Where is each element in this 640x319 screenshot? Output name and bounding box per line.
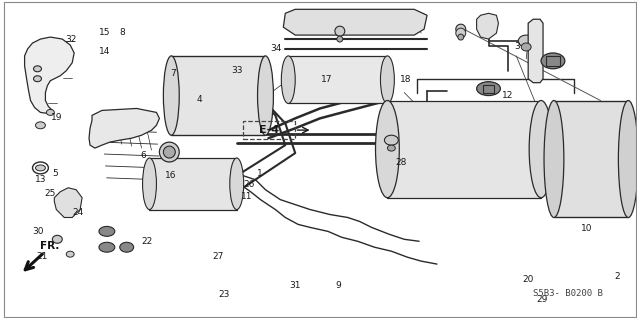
Bar [243,121,294,139]
Ellipse shape [33,66,42,72]
Bar [387,100,541,198]
Ellipse shape [159,142,179,162]
Ellipse shape [544,100,564,218]
Text: 22: 22 [142,237,153,246]
Text: 26: 26 [243,180,255,189]
Ellipse shape [52,235,62,243]
Text: 32: 32 [66,35,77,44]
Text: 8: 8 [119,28,125,37]
Ellipse shape [380,56,394,103]
Ellipse shape [99,226,115,236]
Bar [172,56,266,135]
Ellipse shape [376,100,399,198]
Text: 21: 21 [36,252,48,261]
Text: E-4: E-4 [259,125,278,135]
Ellipse shape [99,242,115,252]
Polygon shape [477,13,499,39]
Text: S5B3- B0200 B: S5B3- B0200 B [533,289,603,298]
Polygon shape [54,188,82,218]
Text: 4: 4 [196,95,202,104]
Text: 9: 9 [335,281,340,290]
Bar [554,100,628,218]
Text: 24: 24 [72,208,83,217]
Ellipse shape [387,145,396,151]
Text: 12: 12 [502,91,513,100]
Bar [546,56,560,66]
Text: 10: 10 [580,224,592,233]
Polygon shape [528,19,543,83]
Text: 23: 23 [218,290,229,299]
Ellipse shape [477,82,500,96]
Ellipse shape [458,34,464,40]
Polygon shape [89,108,159,148]
Ellipse shape [35,122,45,129]
Text: 19: 19 [51,113,63,122]
Ellipse shape [257,56,273,135]
Ellipse shape [33,76,42,82]
Ellipse shape [35,165,45,171]
Ellipse shape [518,35,534,47]
Text: 2: 2 [614,272,620,281]
Text: 34: 34 [270,44,281,53]
Text: 13: 13 [35,174,47,184]
Text: 17: 17 [321,75,332,84]
Ellipse shape [230,158,244,210]
Text: 7: 7 [170,69,176,78]
Ellipse shape [541,53,565,69]
Text: 29: 29 [536,295,548,304]
Ellipse shape [66,251,74,257]
Text: 33: 33 [232,66,243,75]
Polygon shape [24,37,74,114]
Bar [483,85,495,93]
Ellipse shape [282,56,295,103]
Ellipse shape [163,146,175,158]
Ellipse shape [456,24,466,34]
Ellipse shape [163,56,179,135]
Text: 28: 28 [396,158,407,167]
Text: 11: 11 [241,192,253,201]
Bar [288,56,387,103]
Text: 27: 27 [213,252,224,261]
Text: 15: 15 [99,28,110,37]
Text: 18: 18 [400,75,412,84]
Ellipse shape [47,109,54,115]
Ellipse shape [456,28,466,38]
Ellipse shape [337,36,343,42]
Text: 5: 5 [52,169,58,178]
Text: 3: 3 [514,42,520,51]
Ellipse shape [618,100,638,218]
Text: 14: 14 [99,47,110,56]
Ellipse shape [521,43,531,51]
Text: 16: 16 [165,171,177,181]
Ellipse shape [335,26,345,36]
Ellipse shape [529,100,553,198]
Bar [150,158,237,210]
Text: 1: 1 [257,169,262,178]
Polygon shape [284,9,427,35]
Text: FR.: FR. [40,241,60,251]
Ellipse shape [120,242,134,252]
Text: 30: 30 [32,227,44,236]
Ellipse shape [143,158,156,210]
Text: 6: 6 [141,151,147,160]
Ellipse shape [385,135,398,145]
Text: 31: 31 [289,281,300,290]
Text: 25: 25 [45,189,56,198]
Text: 20: 20 [522,275,534,284]
